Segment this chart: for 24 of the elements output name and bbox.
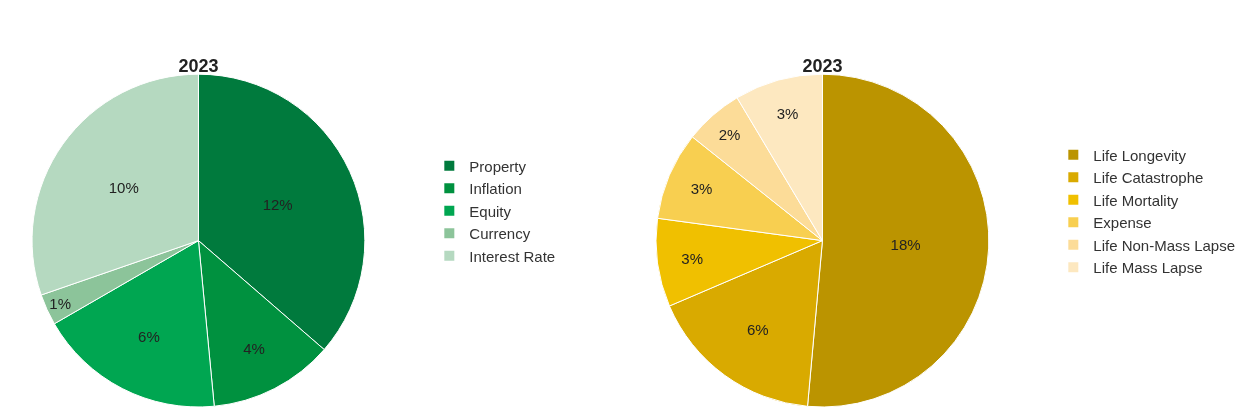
data-label: 18%	[890, 235, 921, 253]
data-label: 10%	[108, 178, 139, 196]
data-label: 6%	[138, 328, 160, 346]
data-label: 3%	[776, 105, 799, 123]
data-label: 2%	[718, 125, 741, 143]
legend-label: Life Mass Lapse	[1093, 259, 1203, 277]
legend-label: Equity	[469, 202, 512, 220]
legend-label: Life Non-Mass Lapse	[1093, 236, 1236, 254]
data-label: 1%	[49, 295, 72, 313]
chart-title: 2023	[178, 56, 219, 77]
data-label: 3%	[690, 180, 713, 198]
legend-label: Currency	[469, 225, 531, 243]
data-label: 3%	[681, 249, 704, 267]
data-label: 4%	[243, 339, 265, 357]
legend-label: Property	[469, 157, 527, 175]
legend-label: Interest Rate	[469, 247, 556, 265]
legend-label: Inflation	[469, 180, 522, 198]
legend-label: Expense	[1093, 214, 1152, 232]
legend-label: Life Catastrophe	[1093, 169, 1204, 187]
legend-label: Life Mortality	[1093, 191, 1179, 209]
data-label: 12%	[262, 195, 293, 213]
legend-label: Life Longevity	[1093, 146, 1187, 164]
data-label: 6%	[746, 321, 769, 339]
chart-title: 2023	[802, 56, 843, 77]
